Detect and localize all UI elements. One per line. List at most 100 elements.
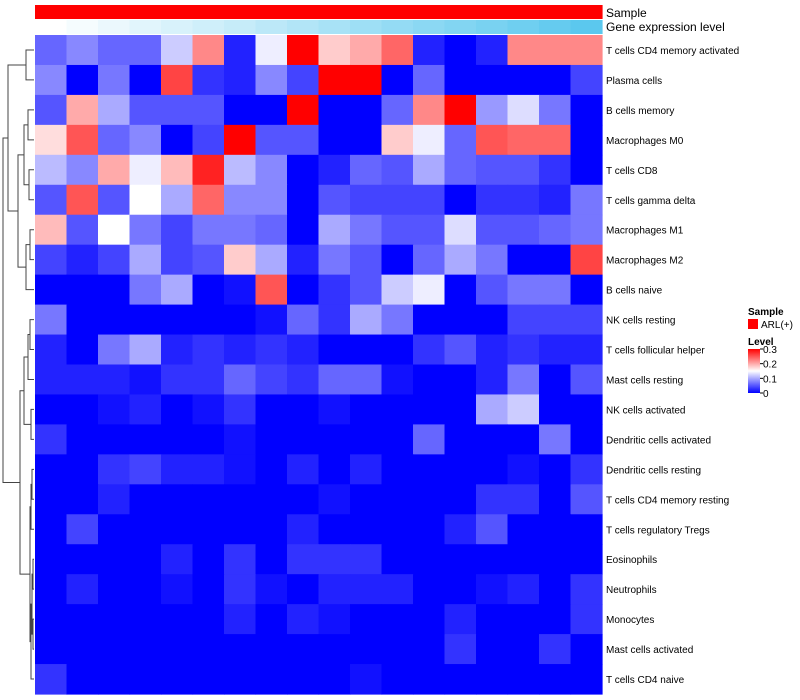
heatmap-cell — [224, 184, 257, 216]
heatmap-cell — [444, 124, 477, 156]
heatmap-cell — [66, 35, 99, 66]
heatmap-cell — [507, 214, 540, 246]
heatmap-cell — [413, 334, 446, 366]
row-label: Dendritic cells resting — [606, 465, 701, 476]
heatmap-cell — [161, 94, 194, 126]
heatmap-cell — [129, 124, 162, 156]
heatmap-cell — [192, 124, 225, 156]
legend-tick-label: 0 — [763, 389, 769, 400]
heatmap-cell — [287, 364, 320, 396]
heatmap-cell — [161, 184, 194, 216]
heatmap-cell — [35, 544, 68, 575]
heatmap-cell — [224, 334, 257, 366]
heatmap-cell — [381, 64, 414, 96]
heatmap-cell — [381, 244, 414, 276]
heatmap-cell — [539, 574, 572, 605]
heatmap-cell — [192, 604, 225, 635]
heatmap-cell — [287, 35, 320, 66]
heatmap-cell — [318, 304, 351, 336]
heatmap-cell — [318, 424, 351, 455]
heatmap-cell — [129, 184, 162, 216]
heatmap-cell — [476, 35, 509, 66]
heatmap-cell — [287, 274, 320, 306]
heatmap-cell — [255, 484, 288, 515]
annotation-bars — [35, 5, 603, 34]
heatmap-cell — [444, 154, 477, 186]
annotation-gene-cell — [192, 20, 225, 34]
annotation-gene-cell — [350, 20, 383, 34]
heatmap-cell — [98, 124, 131, 156]
row-label: Macrophages M0 — [606, 136, 684, 147]
heatmap-cell — [350, 634, 383, 665]
heatmap-cell — [129, 334, 162, 366]
annotation-sample-cell — [507, 5, 540, 19]
heatmap-cell — [444, 274, 477, 306]
row-label: T cells CD8 — [606, 166, 658, 177]
heatmap-cell — [192, 394, 225, 426]
heatmap-cell — [413, 124, 446, 156]
heatmap-cell — [192, 274, 225, 306]
heatmap-cell — [476, 514, 509, 545]
heatmap-cell — [318, 154, 351, 186]
heatmap-cell — [350, 364, 383, 396]
heatmap-cell — [224, 154, 257, 186]
heatmap-cell — [539, 244, 572, 276]
heatmap-cell — [539, 214, 572, 246]
heatmap-cell — [287, 214, 320, 246]
heatmap-cell — [161, 544, 194, 575]
heatmap-cell — [255, 64, 288, 96]
heatmap-cell — [507, 394, 540, 426]
heatmap-cell — [192, 244, 225, 276]
heatmap-cell — [287, 94, 320, 126]
heatmap-cell — [350, 484, 383, 515]
heatmap-cell — [129, 304, 162, 336]
heatmap-cell — [476, 214, 509, 246]
heatmap-cell — [444, 484, 477, 515]
annotation-gene-cell — [66, 20, 99, 34]
heatmap-cell — [413, 244, 446, 276]
heatmap-cell — [224, 35, 257, 66]
heatmap-cell — [287, 634, 320, 665]
heatmap-cell — [129, 274, 162, 306]
heatmap-cell — [570, 304, 603, 336]
legend-tick-label: 0.3 — [763, 345, 777, 356]
row-label: Plasma cells — [606, 76, 662, 87]
heatmap-cell — [539, 124, 572, 156]
heatmap-cell — [476, 634, 509, 665]
row-labels: T cells CD4 memory activated Plasma cells… — [606, 46, 739, 686]
heatmap-cell — [98, 484, 131, 515]
heatmap-cell — [192, 94, 225, 126]
legend-sample-title: Sample — [748, 307, 784, 318]
heatmap-cell — [35, 154, 68, 186]
heatmap-cell — [255, 604, 288, 635]
heatmap-cell — [35, 454, 68, 485]
heatmap-cell — [98, 664, 131, 695]
annotation-gene-cell — [35, 20, 68, 34]
heatmap-cell — [192, 334, 225, 366]
heatmap-cell — [129, 604, 162, 635]
heatmap-cell — [255, 574, 288, 605]
annotation-gene-cell — [129, 20, 162, 34]
dendrogram-branch — [28, 169, 34, 201]
dendrogram-branch — [27, 109, 34, 141]
heatmap-cell — [381, 214, 414, 246]
heatmap-cell — [255, 544, 288, 575]
heatmap-cell — [224, 604, 257, 635]
heatmap-cell — [507, 634, 540, 665]
heatmap-cell — [255, 634, 288, 665]
heatmap-cell — [66, 214, 99, 246]
heatmap-cell — [570, 544, 603, 575]
heatmap-cell — [192, 424, 225, 455]
heatmap-cell — [476, 454, 509, 485]
heatmap-cell — [129, 94, 162, 126]
heatmap-cell — [413, 184, 446, 216]
heatmap-cell — [413, 394, 446, 426]
heatmap-cell — [539, 304, 572, 336]
legend-ticks: 0.3 0.2 0.1 0 — [760, 345, 777, 400]
heatmap-cell — [539, 94, 572, 126]
heatmap-cell — [413, 424, 446, 455]
heatmap-cell — [507, 574, 540, 605]
heatmap-cell — [444, 94, 477, 126]
heatmap-cell — [350, 334, 383, 366]
heatmap-cell — [539, 184, 572, 216]
